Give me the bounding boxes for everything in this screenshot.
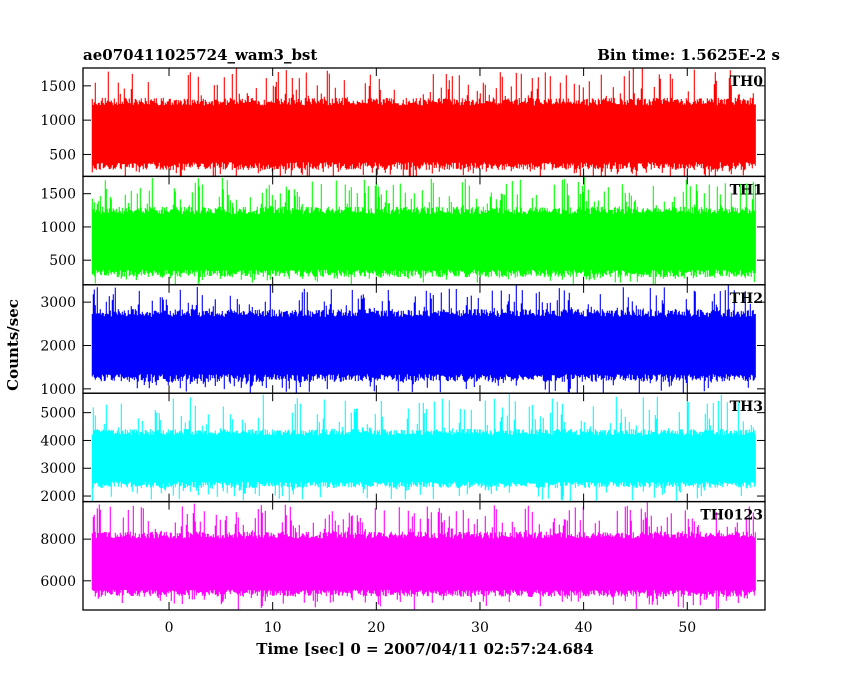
y-tick-label: 500 bbox=[49, 253, 76, 269]
x-tick-label: 50 bbox=[678, 620, 696, 636]
x-tick-label: 0 bbox=[165, 620, 174, 636]
x-tick-label: 30 bbox=[471, 620, 489, 636]
panel-th2: 1000 2000 3000 TH2 bbox=[40, 284, 766, 398]
y-tick-label: 4000 bbox=[40, 433, 76, 449]
panel-label: TH0 bbox=[730, 74, 764, 90]
panel-th0: 500 1000 1500 TH0 bbox=[40, 67, 766, 178]
series-th2 bbox=[91, 284, 756, 394]
panel-label: TH2 bbox=[730, 291, 763, 307]
y-tick-label: 3000 bbox=[40, 461, 76, 477]
y-tick-label: 3000 bbox=[40, 295, 76, 311]
panel-th3: 2000 3000 4000 5000 TH3 bbox=[40, 392, 766, 505]
y-tick-label: 1000 bbox=[40, 382, 76, 398]
y-axis-label: Counts/sec bbox=[4, 299, 22, 391]
y-tick-label: 1500 bbox=[40, 79, 76, 95]
series-th0 bbox=[91, 68, 756, 177]
series-th0123 bbox=[91, 502, 756, 611]
y-tick-label: 1000 bbox=[40, 113, 76, 129]
panel-th1: 500 1000 1500 TH1 bbox=[40, 175, 766, 286]
y-tick-label: 500 bbox=[49, 147, 76, 163]
series-th1 bbox=[91, 176, 756, 285]
y-tick-label: 2000 bbox=[40, 489, 76, 505]
series-th3 bbox=[91, 393, 756, 502]
panel-label: TH3 bbox=[730, 399, 763, 415]
x-tick-label: 40 bbox=[575, 620, 593, 636]
panel-frame bbox=[82, 500, 766, 611]
panel-label: TH0123 bbox=[700, 508, 763, 524]
panel-th0123: 6000 8000 TH0123 bbox=[40, 500, 766, 611]
x-tick-label: 10 bbox=[264, 620, 282, 636]
x-axis: 0 10 20 30 40 50 bbox=[165, 620, 697, 636]
x-axis-label: Time [sec] 0 = 2007/04/11 02:57:24.684 bbox=[256, 640, 593, 658]
panel-label: TH1 bbox=[730, 182, 763, 198]
y-tick-label: 2000 bbox=[40, 339, 76, 355]
y-tick-label: 6000 bbox=[40, 574, 76, 590]
chart-title-right: Bin time: 1.5625E-2 s bbox=[597, 46, 780, 64]
y-tick-label: 1500 bbox=[40, 187, 76, 203]
y-tick-label: 8000 bbox=[40, 532, 76, 548]
panels-group: 500 1000 1500 TH0 500 1000 1500 TH1 1000 2000 3000… bbox=[40, 67, 766, 611]
x-tick-label: 20 bbox=[367, 620, 385, 636]
chart-title-left: ae070411025724_wam3_bst bbox=[83, 46, 317, 64]
y-tick-label: 1000 bbox=[40, 220, 76, 236]
y-tick-label: 5000 bbox=[40, 406, 76, 422]
